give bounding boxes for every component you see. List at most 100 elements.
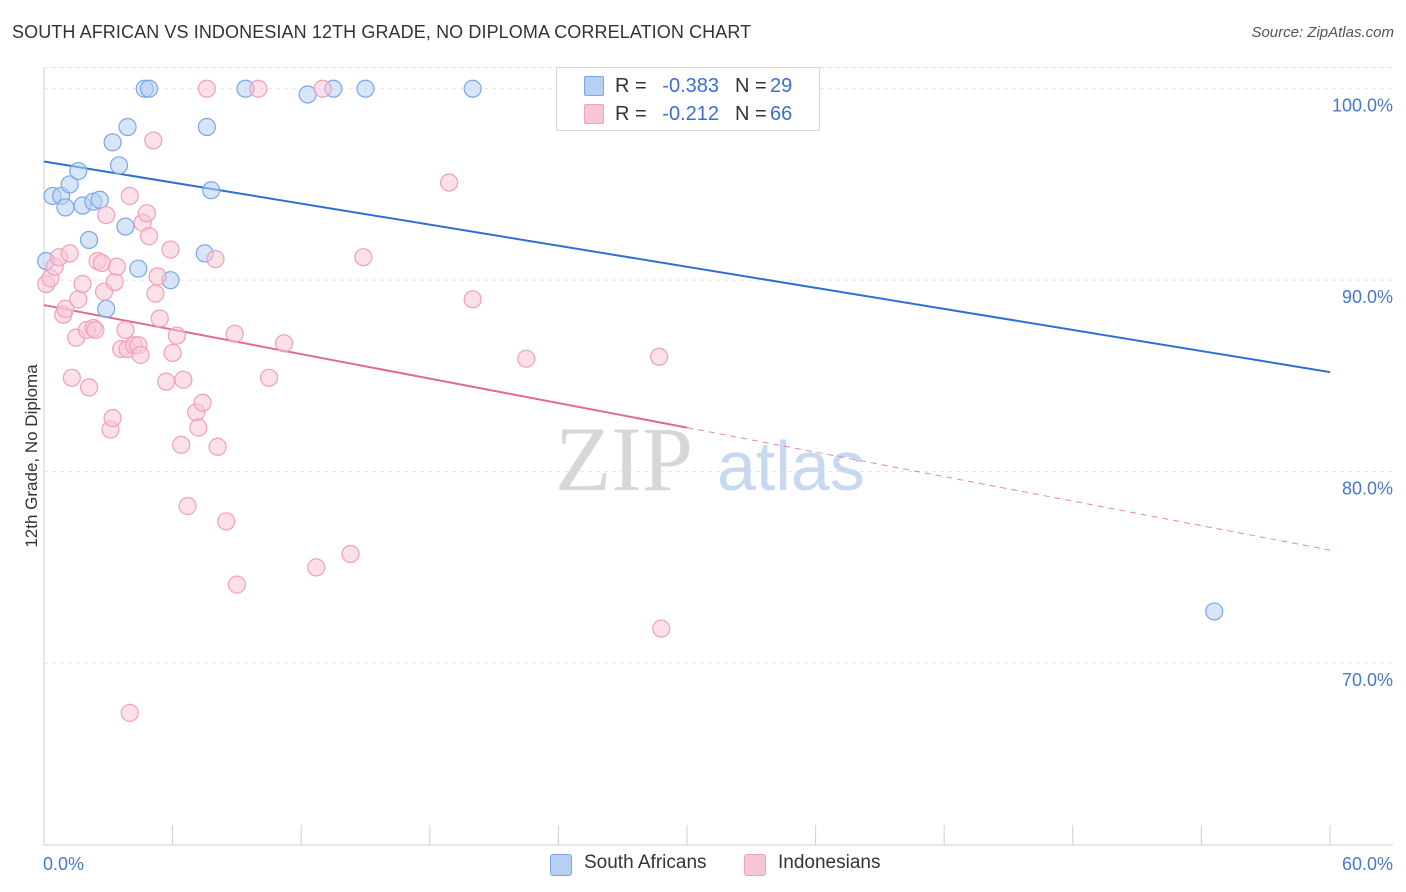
data-point	[97, 205, 116, 225]
watermark-zip: ZIP	[555, 408, 693, 510]
data-point	[206, 250, 225, 269]
data-point	[463, 79, 482, 98]
data-point	[86, 320, 105, 340]
data-point	[307, 558, 326, 577]
legend-n-label: N =	[735, 103, 767, 125]
correlation-legend: R = -0.383 N = 29 R = -0.212 N = 66	[556, 67, 820, 131]
legend-r-label: R =	[615, 103, 647, 125]
data-point	[69, 290, 88, 309]
data-point	[146, 284, 165, 303]
data-point	[139, 79, 159, 98]
data-point	[79, 230, 99, 250]
trend-lines	[43, 160, 1331, 551]
data-point	[193, 393, 212, 412]
x-tick-label-min: 0.0%	[43, 854, 84, 874]
data-point	[137, 204, 156, 223]
x-tick-label-max: 60.0%	[1342, 854, 1393, 874]
data-point	[274, 334, 294, 353]
legend-swatch-indonesians	[744, 854, 766, 876]
data-point	[197, 117, 216, 137]
data-point	[120, 703, 139, 722]
data-point	[652, 619, 671, 638]
data-point	[73, 274, 92, 294]
data-point	[97, 299, 116, 319]
data-point	[60, 175, 79, 194]
data-point	[463, 290, 482, 309]
data-point	[60, 244, 79, 263]
watermark: ZIP atlas	[555, 408, 865, 510]
y-tick-label: 80.0%	[1342, 479, 1393, 499]
data-point	[167, 326, 186, 345]
data-point	[517, 349, 536, 368]
data-point	[356, 79, 375, 98]
data-point	[197, 79, 216, 98]
legend-n-value: 29	[770, 75, 793, 97]
chart-source: Source: ZipAtlas.com	[1251, 24, 1394, 41]
data-point	[118, 117, 137, 137]
data-point	[105, 272, 124, 292]
data-point	[103, 408, 122, 428]
y-tick-label: 100.0%	[1332, 96, 1393, 116]
data-point	[650, 347, 669, 366]
legend-label: South Africans	[584, 852, 707, 873]
data-points	[37, 79, 1224, 722]
data-point	[1205, 602, 1224, 621]
legend-swatch-south-africans	[584, 76, 604, 96]
data-point	[90, 190, 109, 209]
data-point	[109, 156, 129, 175]
data-point	[131, 345, 150, 364]
data-point	[249, 79, 268, 98]
data-point	[150, 309, 169, 328]
data-point	[217, 512, 236, 531]
legend-n-label: N =	[735, 75, 767, 97]
legend-r-value: -0.212	[662, 103, 719, 125]
data-point	[161, 240, 180, 259]
data-point	[208, 437, 227, 456]
data-point	[174, 370, 193, 389]
data-point	[227, 575, 246, 594]
watermark-atlas: atlas	[717, 427, 865, 505]
data-point	[79, 378, 99, 397]
data-point	[56, 198, 75, 217]
data-point	[341, 544, 360, 564]
data-point	[144, 131, 163, 150]
data-point	[103, 133, 122, 152]
data-point	[163, 343, 182, 363]
data-point	[225, 324, 244, 343]
data-point	[172, 435, 191, 454]
data-point	[354, 248, 373, 267]
data-point	[116, 217, 135, 236]
data-point	[189, 418, 208, 437]
data-point	[62, 368, 81, 387]
data-point	[157, 372, 176, 391]
grid-lines	[44, 67, 1393, 664]
legend-swatch-indonesians	[584, 104, 604, 124]
data-point	[92, 253, 111, 273]
trend-line-0	[43, 160, 1331, 374]
chart-title: SOUTH AFRICAN VS INDONESIAN 12TH GRADE, …	[12, 22, 752, 42]
data-point	[69, 161, 88, 181]
y-tick-label: 90.0%	[1342, 287, 1393, 307]
legend-n-value: 66	[770, 103, 793, 125]
trend-line-1	[43, 304, 688, 429]
data-point	[178, 497, 197, 516]
data-point	[129, 259, 148, 278]
data-point	[56, 299, 75, 319]
data-point	[439, 173, 459, 192]
legend-swatch-south-africans	[550, 854, 572, 876]
y-tick-label: 70.0%	[1342, 670, 1393, 690]
data-point	[116, 320, 135, 340]
data-point	[202, 181, 221, 200]
y-axis-label: 12th Grade, No Diploma	[22, 364, 41, 548]
data-point	[120, 186, 139, 206]
data-point	[259, 368, 279, 387]
legend-label: Indonesians	[778, 852, 881, 873]
data-point	[107, 257, 126, 276]
legend-r-value: -0.383	[662, 75, 719, 97]
data-point	[139, 227, 159, 246]
data-point	[313, 79, 332, 98]
legend-r-label: R =	[615, 75, 647, 97]
y-tick-labels: 70.0% 80.0% 90.0% 100.0%	[1332, 96, 1393, 690]
data-point	[148, 267, 167, 286]
